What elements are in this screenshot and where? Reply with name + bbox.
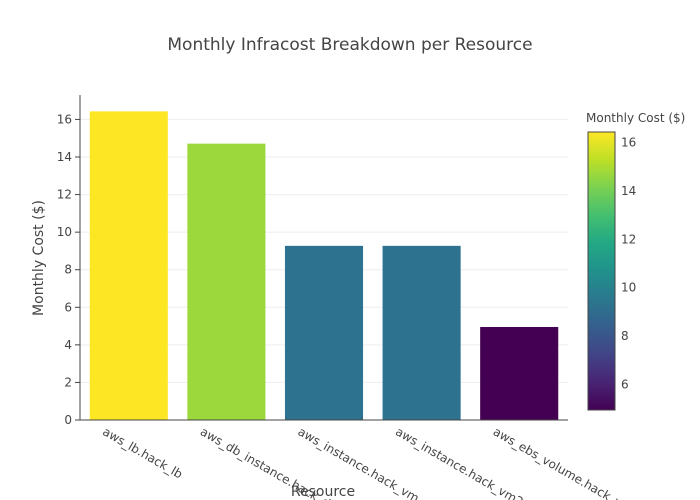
colorbar-title: Monthly Cost ($) — [586, 111, 685, 125]
y-tick-label: 6 — [64, 300, 72, 314]
bar — [382, 245, 461, 420]
colorbar: Monthly Cost ($) 6 8 10 12 14 16 — [586, 111, 685, 411]
y-tick-label: 4 — [64, 338, 72, 352]
bars — [89, 111, 559, 420]
colorbar-tick-label: 10 — [621, 281, 636, 295]
y-tick-label: 10 — [57, 225, 72, 239]
bar — [89, 111, 168, 420]
x-tick-label: aws_lb.hack_lb — [100, 424, 185, 481]
y-tick-label: 2 — [64, 375, 72, 389]
colorbar-tick-label: 6 — [621, 378, 629, 392]
bar — [284, 245, 364, 420]
bar — [187, 143, 266, 420]
colorbar-tick-label: 16 — [621, 135, 636, 149]
colorbar-gradient — [587, 131, 616, 411]
colorbar-tick-label: 12 — [621, 232, 636, 246]
x-axis-title: Resource — [291, 484, 355, 500]
y-tick-label: 8 — [64, 263, 72, 277]
y-tick-label: 16 — [57, 112, 72, 126]
colorbar-tick-label: 14 — [621, 184, 636, 198]
y-tick-label: 0 — [64, 413, 72, 427]
chart-title: Monthly Infracost Breakdown per Resource — [167, 35, 532, 55]
y-tick-label: 14 — [57, 150, 72, 164]
colorbar-tick-label: 8 — [621, 329, 629, 343]
y-axis-title: Monthly Cost ($) — [31, 200, 47, 316]
y-tick-label: 12 — [57, 188, 72, 202]
bar — [480, 327, 559, 420]
